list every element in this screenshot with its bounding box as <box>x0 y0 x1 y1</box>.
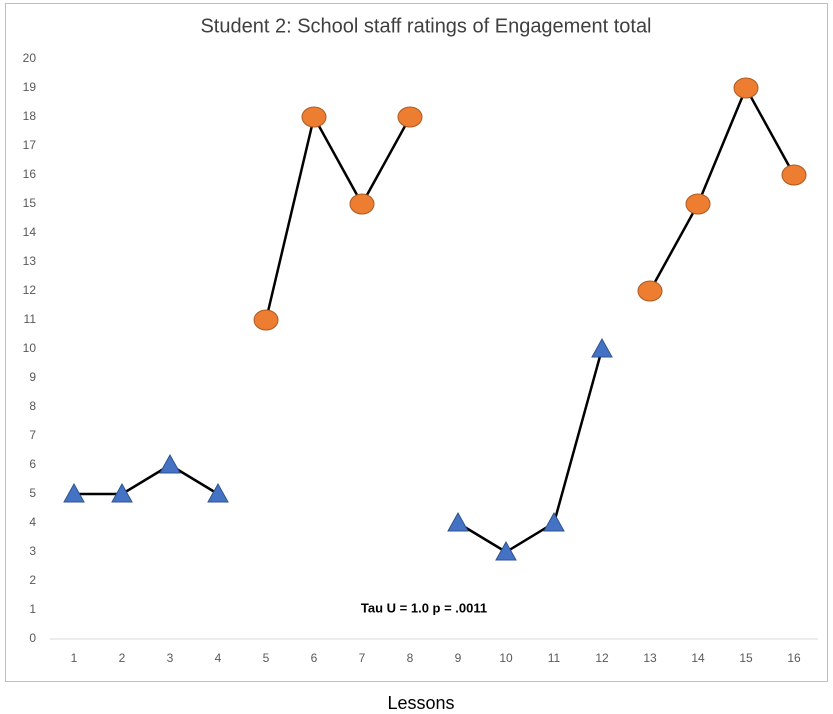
triangle-marker <box>591 337 613 358</box>
y-tick-label: 9 <box>29 370 36 384</box>
circle-marker <box>781 164 807 186</box>
y-tick-label: 0 <box>29 631 36 645</box>
x-tick-label: 3 <box>167 651 174 665</box>
x-tick-label: 16 <box>787 651 801 665</box>
annotation: Tau U = 1.0 p = .0011 <box>361 600 487 615</box>
circle-marker <box>301 106 327 128</box>
x-tick-label: 10 <box>499 651 513 665</box>
y-tick-label: 12 <box>23 283 37 297</box>
x-tick-label: 12 <box>595 651 609 665</box>
series-line <box>74 348 604 554</box>
x-axis-title: Lessons <box>387 693 454 713</box>
circle-marker <box>349 193 375 215</box>
triangle-marker <box>543 511 565 532</box>
y-tick-label: 4 <box>29 515 36 529</box>
y-tick-label: 5 <box>29 486 36 500</box>
y-tick-label: 20 <box>23 51 37 65</box>
triangle-marker <box>495 540 517 561</box>
y-tick-label: 15 <box>23 196 37 210</box>
circle-marker <box>397 106 423 128</box>
y-tick-label: 19 <box>23 80 37 94</box>
y-tick-label: 6 <box>29 457 36 471</box>
triangle-marker <box>111 482 133 503</box>
series-line <box>264 85 796 321</box>
y-tick-label: 1 <box>29 602 36 616</box>
circle-marker <box>637 280 663 302</box>
circle-marker <box>253 309 279 331</box>
triangle-marker <box>447 511 469 532</box>
y-tick-label: 18 <box>23 109 37 123</box>
x-tick-label: 6 <box>311 651 318 665</box>
x-tick-label: 7 <box>359 651 366 665</box>
y-tick-label: 7 <box>29 428 36 442</box>
x-tick-label: 1 <box>71 651 78 665</box>
y-tick-label: 2 <box>29 573 36 587</box>
chart-title: Student 2: School staff ratings of Engag… <box>200 15 651 37</box>
triangle-marker <box>207 482 229 503</box>
y-tick-label: 11 <box>24 312 37 326</box>
y-tick-label: 14 <box>23 225 37 239</box>
x-tick-label: 15 <box>739 651 753 665</box>
chart-border <box>5 3 828 682</box>
y-tick-label: 13 <box>23 254 37 268</box>
x-tick-label: 4 <box>215 651 222 665</box>
triangle-marker <box>159 453 181 474</box>
x-tick-label: 11 <box>548 651 561 665</box>
x-tick-label: 13 <box>643 651 657 665</box>
y-tick-label: 3 <box>29 544 36 558</box>
x-tick-label: 2 <box>119 651 126 665</box>
circle-marker <box>685 193 711 215</box>
x-tick-label: 8 <box>407 651 414 665</box>
x-tick-label: 9 <box>455 651 462 665</box>
circle-marker <box>733 77 759 99</box>
x-tick-label: 14 <box>691 651 705 665</box>
y-tick-label: 16 <box>23 167 37 181</box>
y-tick-label: 10 <box>23 341 37 355</box>
y-tick-label: 8 <box>29 399 36 413</box>
triangle-marker <box>63 482 85 503</box>
x-tick-label: 5 <box>263 651 270 665</box>
y-tick-label: 17 <box>23 138 37 152</box>
